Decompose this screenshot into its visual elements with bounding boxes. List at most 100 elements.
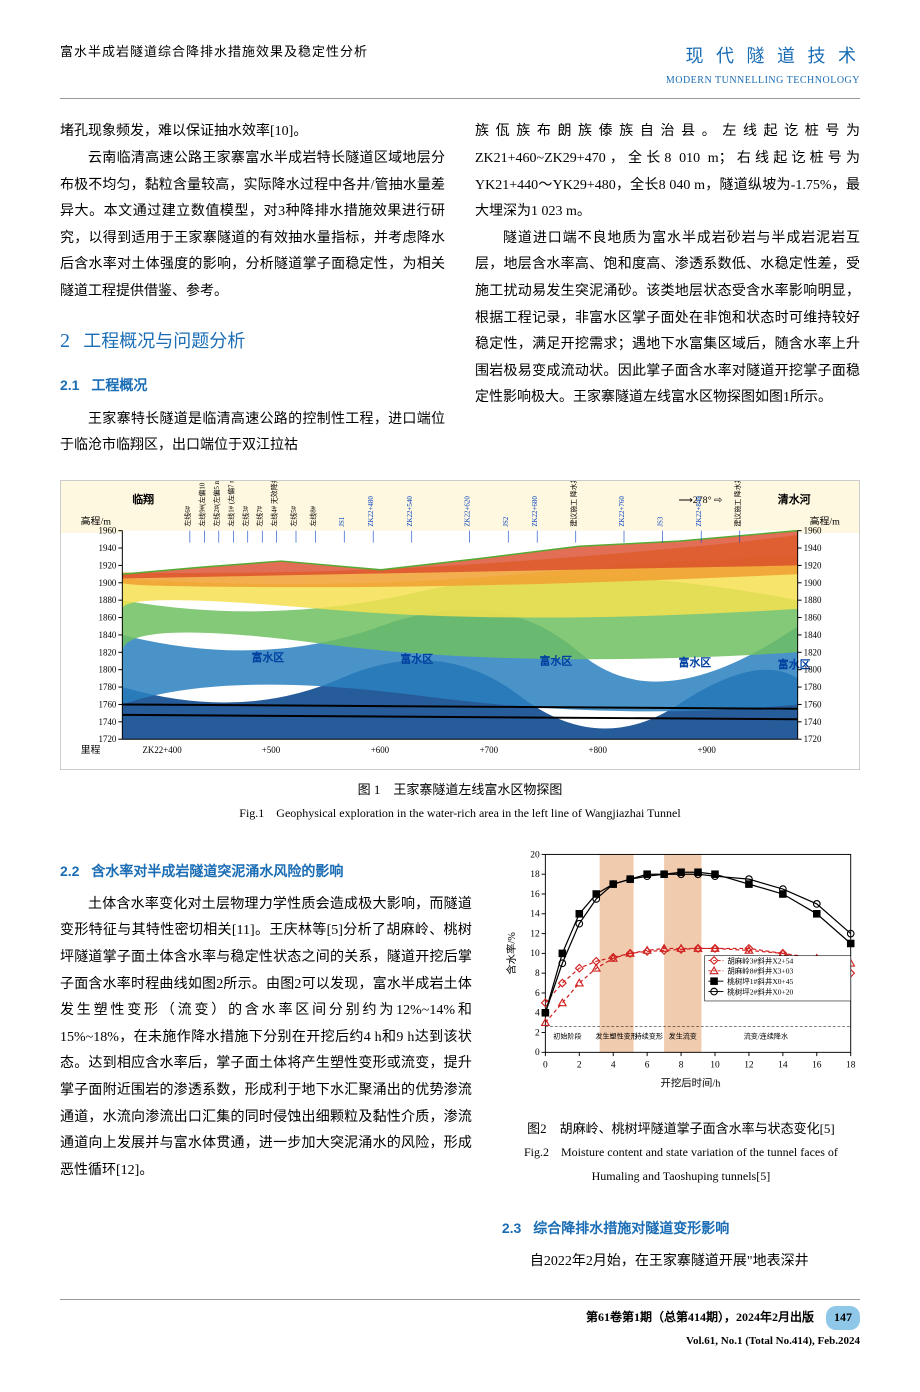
section-22-heading: 2.2 含水率对半成岩隧道突泥涌水风险的影响: [60, 859, 472, 884]
svg-text:1920: 1920: [99, 560, 117, 570]
svg-text:建议施工 降水井段: 建议施工 降水井段: [733, 481, 742, 527]
svg-text:流变/连续降水: 流变/连续降水: [744, 1031, 788, 1040]
svg-text:8: 8: [535, 969, 540, 979]
bottom-columns: 2.2 含水率对半成岩隧道突泥涌水风险的影响 土体含水率变化对土层物理力学性质会…: [60, 845, 860, 1276]
svg-text:里程: 里程: [81, 744, 101, 756]
svg-text:+700: +700: [480, 745, 499, 755]
fig2-svg: 02468101214161802468101214161820开挖后时间/h含…: [502, 845, 860, 1090]
svg-text:1940: 1940: [99, 543, 117, 553]
page-number: 147: [826, 1306, 860, 1330]
right-column: 族佤族布朗族傣族自治县。左线起讫桩号为ZK21+460~ZK29+470，全长8…: [475, 119, 860, 459]
svg-text:左线8#: 左线8#: [308, 505, 317, 526]
svg-text:左线9#(左偏10 m): 左线9#(左偏10 m): [197, 481, 206, 527]
bottom-left-column: 2.2 含水率对半成岩隧道突泥涌水风险的影响 土体含水率变化对土层物理力学性质会…: [60, 845, 472, 1276]
svg-text:左线1# (左偏7 m): 左线1# (左偏7 m): [226, 481, 235, 527]
svg-text:1880: 1880: [99, 595, 117, 605]
bottom-right-column: 02468101214161802468101214161820开挖后时间/h含…: [502, 845, 860, 1276]
page-header: 富水半成岩隧道综合降排水措施效果及稳定性分析 现 代 隧 道 技 术 MODER…: [60, 40, 860, 99]
svg-text:持续变形: 持续变形: [635, 1031, 663, 1040]
svg-text:1720: 1720: [99, 734, 117, 744]
svg-text:开挖后时间/h: 开挖后时间/h: [660, 1076, 721, 1089]
svg-text:左线2#(左偏5 m): 左线2#(左偏5 m): [212, 481, 221, 527]
svg-text:14: 14: [778, 1060, 788, 1070]
svg-text:14: 14: [530, 909, 540, 919]
fig1-caption-en: Fig.1 Geophysical exploration in the wat…: [60, 803, 860, 825]
svg-text:12: 12: [530, 929, 540, 939]
para-col2-1: 族佤族布朗族傣族自治县。左线起讫桩号为ZK21+460~ZK29+470，全长8…: [475, 119, 860, 225]
svg-text:高程/m: 高程/m: [81, 514, 112, 527]
svg-text:1860: 1860: [99, 612, 117, 622]
svg-text:ZK22+760: ZK22+760: [618, 495, 626, 526]
journal-title-cn: 现 代 隧 道 技 术: [666, 40, 860, 72]
section-2-title: 工程概况与问题分析: [83, 331, 245, 351]
svg-text:左线5#: 左线5#: [289, 505, 298, 526]
svg-text:4: 4: [611, 1060, 616, 1070]
svg-text:18: 18: [530, 870, 540, 880]
svg-text:ZK22+840: ZK22+840: [695, 495, 703, 526]
left-column: 堵孔现象频发，难以保证抽水效率[10]。 云南临清高速公路王家寨富水半成岩特长隧…: [60, 119, 445, 459]
svg-text:1760: 1760: [99, 699, 117, 709]
svg-text:胡麻岭8#斜井X3+03: 胡麻岭8#斜井X3+03: [727, 965, 793, 975]
svg-text:1800: 1800: [99, 664, 117, 674]
svg-text:1900: 1900: [99, 577, 117, 587]
section-23-heading: 2.3 综合降排水措施对隧道变形影响: [502, 1216, 860, 1241]
svg-text:富水区: 富水区: [539, 653, 572, 667]
svg-text:JS3: JS3: [657, 516, 665, 527]
svg-text:1920: 1920: [804, 560, 822, 570]
svg-text:高程/m: 高程/m: [810, 514, 841, 527]
svg-text:1720: 1720: [804, 734, 822, 744]
journal-title: 现 代 隧 道 技 术 MODERN TUNNELLING TECHNOLOGY: [666, 40, 860, 90]
svg-text:桃树坪1#斜井X0+45: 桃树坪1#斜井X0+45: [727, 976, 793, 986]
svg-text:1760: 1760: [804, 699, 822, 709]
top-columns: 堵孔现象频发，难以保证抽水效率[10]。 云南临清高速公路王家寨富水半成岩特长隧…: [60, 119, 860, 459]
svg-text:4: 4: [535, 1008, 540, 1018]
svg-text:1880: 1880: [804, 595, 822, 605]
figure-1: 富水区富水区富水区富水区富水区1960196019401940192019201…: [60, 480, 860, 825]
svg-text:18: 18: [846, 1060, 856, 1070]
svg-text:16: 16: [530, 890, 540, 900]
svg-text:1820: 1820: [804, 647, 822, 657]
svg-text:1900: 1900: [804, 577, 822, 587]
section-21-title: 工程概况: [91, 377, 147, 393]
svg-text:JS2: JS2: [502, 516, 510, 527]
svg-text:10: 10: [710, 1060, 720, 1070]
section-2-num: 2: [60, 323, 70, 359]
section-2-heading: 2 工程概况与问题分析: [60, 322, 445, 360]
svg-text:ZK22+400: ZK22+400: [142, 745, 182, 755]
svg-text:2: 2: [535, 1028, 540, 1038]
para-col1-1: 堵孔现象频发，难以保证抽水效率[10]。: [60, 119, 445, 146]
svg-text:+900: +900: [697, 745, 716, 755]
para-21-1: 王家寨特长隧道是临清高速公路的控制性工程，进口端位于临沧市临翔区，出口端位于双江…: [60, 407, 445, 460]
svg-text:左线4# 无效降井: 左线4# 无效降井: [270, 481, 279, 527]
svg-text:左线6#: 左线6#: [183, 505, 192, 526]
svg-text:富水区: 富水区: [400, 651, 433, 665]
svg-text:6: 6: [535, 988, 540, 998]
svg-text:8: 8: [679, 1060, 684, 1070]
figure-2: 02468101214161802468101214161820开挖后时间/h含…: [502, 845, 860, 1099]
svg-text:临翔: 临翔: [132, 492, 154, 506]
para-col1-2: 云南临清高速公路王家寨富水半成岩特长隧道区域地层分布极不均匀，黏粒含量较高，实际…: [60, 146, 445, 306]
running-title-left: 富水半成岩隧道综合降排水措施效果及稳定性分析: [60, 40, 368, 63]
para-23-1: 自2022年2月始，在王家寨隧道开展"地表深井: [502, 1249, 860, 1276]
section-21-num: 2.1: [60, 377, 79, 393]
svg-text:16: 16: [812, 1060, 822, 1070]
svg-text:1940: 1940: [804, 543, 822, 553]
svg-text:建议施工 降水井段: 建议施工 降水井段: [569, 481, 578, 527]
svg-text:10: 10: [530, 949, 540, 959]
svg-text:1780: 1780: [99, 682, 117, 692]
para-22-1: 土体含水率变化对土层物理力学性质会造成极大影响，而隧道变形特征与其特性密切相关[…: [60, 892, 472, 1185]
svg-text:1800: 1800: [804, 664, 822, 674]
section-23-num: 2.3: [502, 1220, 521, 1236]
footer-issue-en: Vol.61, No.1 (Total No.414), Feb.2024: [60, 1332, 860, 1352]
svg-text:富水区: 富水区: [251, 650, 284, 664]
section-22-num: 2.2: [60, 863, 79, 879]
svg-text:胡麻岭3#斜井X2+54: 胡麻岭3#斜井X2+54: [727, 955, 793, 965]
svg-text:ZK22+540: ZK22+540: [406, 495, 414, 526]
fig2-caption-cn: 图2 胡麻岭、桃树坪隧道掌子面含水率与状态变化[5]: [502, 1117, 860, 1140]
svg-text:初始阶段: 初始阶段: [553, 1031, 581, 1040]
section-22-title: 含水率对半成岩隧道突泥涌水风险的影响: [91, 863, 343, 879]
fig2-caption-en2: Humaling and Taoshuping tunnels[5]: [502, 1166, 860, 1188]
svg-text:富水区: 富水区: [678, 655, 711, 669]
svg-text:1840: 1840: [804, 630, 822, 640]
svg-text:12: 12: [744, 1060, 754, 1070]
